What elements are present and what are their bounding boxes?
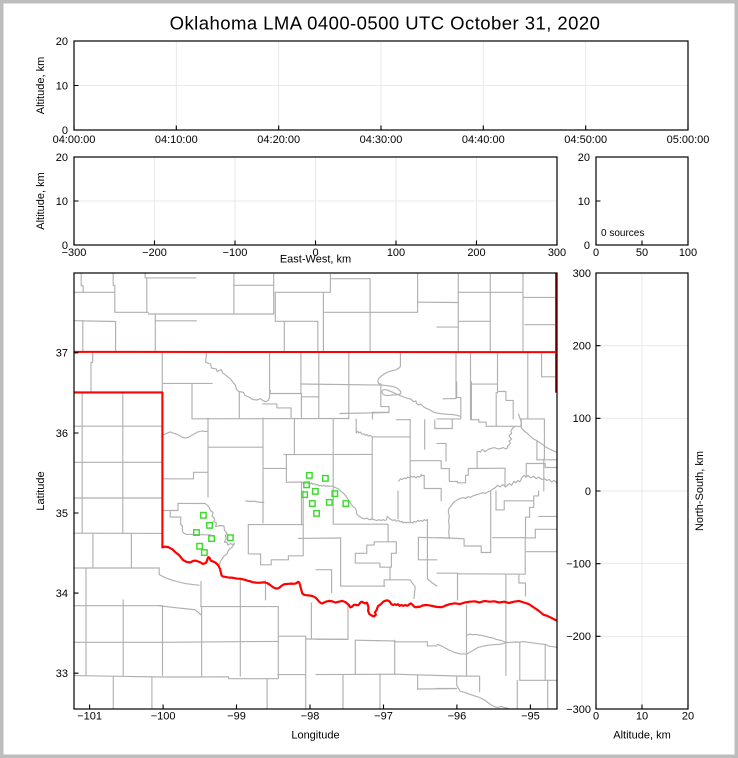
svg-text:Latitude: Latitude xyxy=(35,471,47,510)
svg-text:0: 0 xyxy=(62,125,68,137)
svg-text:0 sources: 0 sources xyxy=(601,228,644,239)
svg-text:20: 20 xyxy=(56,36,68,48)
svg-text:−99: −99 xyxy=(227,711,246,723)
svg-text:300: 300 xyxy=(548,247,566,259)
svg-text:Altitude, km: Altitude, km xyxy=(35,172,47,229)
svg-text:North-South, km: North-South, km xyxy=(694,451,706,531)
svg-text:−97: −97 xyxy=(374,711,393,723)
svg-text:20: 20 xyxy=(682,711,694,723)
svg-text:10: 10 xyxy=(56,80,68,92)
svg-text:−101: −101 xyxy=(77,711,102,723)
svg-text:Oklahoma LMA 0400-0500 UTC Oct: Oklahoma LMA 0400-0500 UTC October 31, 2… xyxy=(170,13,601,34)
svg-text:36: 36 xyxy=(56,428,68,440)
svg-text:10: 10 xyxy=(56,196,68,208)
svg-text:37: 37 xyxy=(56,348,68,360)
svg-text:04:40:00: 04:40:00 xyxy=(462,134,505,146)
svg-text:300: 300 xyxy=(573,268,591,280)
svg-text:−100: −100 xyxy=(151,711,176,723)
svg-text:04:50:00: 04:50:00 xyxy=(564,134,607,146)
svg-text:−300: −300 xyxy=(62,247,87,259)
svg-text:Altitude, km: Altitude, km xyxy=(613,730,670,742)
svg-text:−100: −100 xyxy=(566,559,591,571)
svg-text:−100: −100 xyxy=(223,247,248,259)
svg-text:200: 200 xyxy=(573,341,591,353)
svg-text:04:20:00: 04:20:00 xyxy=(257,134,300,146)
svg-text:East-West, km: East-West, km xyxy=(280,254,351,266)
svg-text:100: 100 xyxy=(387,247,405,259)
svg-text:0: 0 xyxy=(312,247,318,259)
svg-text:Longitude: Longitude xyxy=(291,730,339,742)
svg-text:−95: −95 xyxy=(521,711,540,723)
svg-text:04:10:00: 04:10:00 xyxy=(155,134,198,146)
svg-text:200: 200 xyxy=(467,247,485,259)
svg-text:Altitude, km: Altitude, km xyxy=(35,57,47,114)
svg-text:0: 0 xyxy=(62,240,68,252)
svg-text:0: 0 xyxy=(585,486,591,498)
svg-text:10: 10 xyxy=(636,711,648,723)
svg-text:−300: −300 xyxy=(566,704,591,716)
svg-text:100: 100 xyxy=(679,247,697,259)
svg-text:04:30:00: 04:30:00 xyxy=(360,134,403,146)
svg-text:20: 20 xyxy=(578,152,590,164)
svg-text:34: 34 xyxy=(56,588,68,600)
svg-text:0: 0 xyxy=(584,240,590,252)
svg-text:−98: −98 xyxy=(301,711,320,723)
svg-text:0: 0 xyxy=(593,711,599,723)
svg-text:05:00:00: 05:00:00 xyxy=(667,134,710,146)
svg-text:−200: −200 xyxy=(142,247,167,259)
svg-text:10: 10 xyxy=(578,196,590,208)
svg-text:−200: −200 xyxy=(566,631,591,643)
svg-text:20: 20 xyxy=(56,152,68,164)
svg-text:04:00:00: 04:00:00 xyxy=(53,134,96,146)
svg-text:100: 100 xyxy=(573,413,591,425)
svg-text:33: 33 xyxy=(56,668,68,680)
svg-text:0: 0 xyxy=(593,247,599,259)
svg-text:−96: −96 xyxy=(448,711,467,723)
svg-text:35: 35 xyxy=(56,508,68,520)
svg-text:50: 50 xyxy=(636,247,648,259)
